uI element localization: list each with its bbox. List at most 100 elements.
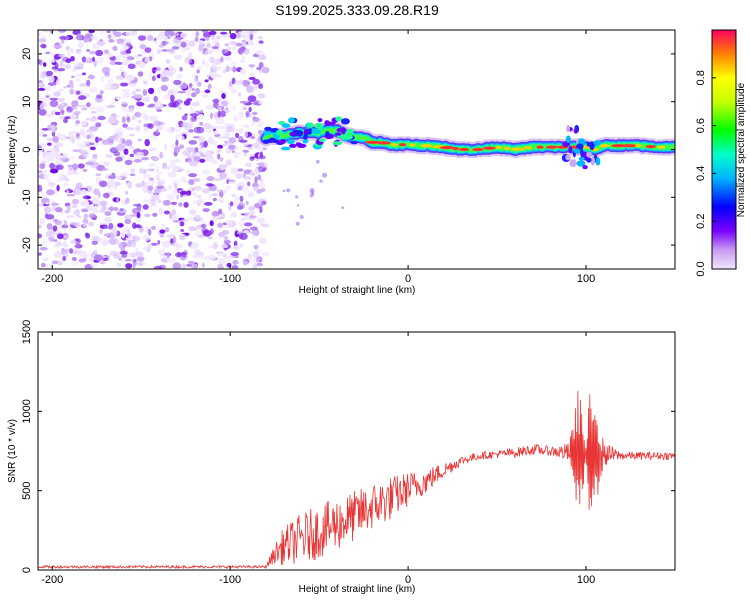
noise-blob [55,207,63,213]
noise-blob [164,30,170,37]
noise-blob [75,120,81,124]
noise-blob [46,152,55,157]
noise-blob [114,131,123,138]
noise-blob [90,263,99,268]
colorbar-label: Normalized spectral amplitude [736,82,747,217]
turbulence-blob [568,145,573,154]
noise-blob [229,40,237,45]
noise-blob [130,168,135,173]
noise-blob [178,202,183,207]
noise-blob [260,179,264,182]
noise-blob [204,89,211,94]
noise-blob [75,182,83,189]
noise-blob [160,257,170,263]
turbulence-blob [565,154,571,161]
noise-blob [81,56,87,63]
noise-blob [197,66,202,70]
noise-blob [229,201,234,207]
noise-blob [155,105,162,113]
noise-blob [184,126,191,131]
noise-blob [41,262,46,268]
noise-blob [157,87,161,94]
noise-blob [113,206,119,212]
ridge-peak [409,143,416,147]
ridge-peak [420,144,433,148]
y-tick-label: 1000 [21,399,33,423]
noise-blob [176,194,180,200]
noise-blob [104,211,112,217]
noise-blob [58,54,65,58]
noise-blob [124,258,132,262]
x-tick-label: 0 [405,574,411,586]
noise-blob [242,40,248,47]
noise-blob [144,57,150,63]
noise-blob [138,151,145,158]
noise-blob [70,155,75,160]
noise-blob [217,144,224,149]
noise-blob [52,85,56,89]
noise-blob [156,165,160,173]
noise-region [38,30,270,269]
noise-blob [73,66,83,70]
noise-blob [147,123,154,129]
ridge-blob [314,122,324,129]
noise-blob [180,219,189,222]
noise-blob [168,196,172,200]
noise-blob [125,263,133,269]
noise-blob [154,188,162,194]
noise-blob [125,197,130,204]
noise-blob [125,31,133,37]
noise-blob [181,46,188,53]
noise-blob [54,111,61,116]
noise-blob [64,116,71,120]
noise-blob [108,116,116,123]
noise-blob [137,138,143,142]
noise-blob [147,243,153,249]
noise-blob [190,263,198,269]
noise-blob [151,156,160,162]
noise-blob [66,190,70,194]
noise-blob [231,194,236,197]
ridge-peak [536,145,544,149]
noise-blob [90,35,99,40]
noise-blob [191,178,201,182]
y-tick-label: 500 [21,481,33,499]
noise-blob [92,56,96,62]
noise-blob [187,260,195,265]
noise-blob [162,162,168,169]
noise-blob [101,204,107,212]
noise-blob [66,53,72,56]
noise-blob [109,135,115,139]
noise-blob [190,242,199,249]
ridge-blob [302,138,309,144]
noise-blob [143,115,150,121]
noise-blob [255,172,259,176]
noise-blob [75,73,84,78]
noise-blob [130,83,136,88]
noise-blob [239,100,248,104]
noise-blob [207,83,212,90]
noise-blob [227,179,236,183]
noise-blob [223,122,232,126]
noise-blob [120,42,128,46]
noise-blob [212,193,218,197]
noise-blob [156,125,164,131]
noise-blob [230,252,240,257]
noise-blob [226,55,232,62]
noise-blob [202,208,210,213]
noise-blob [188,173,198,178]
noise-blob [202,188,210,194]
noise-blob [71,100,79,108]
noise-blob [181,180,188,183]
noise-blob [248,77,256,80]
turbulence-blob [569,159,577,168]
noise-blob [138,61,146,68]
noise-blob [189,113,199,117]
noise-blob [115,96,122,100]
colorbar-tick-label: 0.0 [695,261,707,276]
signal-ridge [258,116,675,226]
noise-blob [232,105,236,112]
noise-blob [202,229,212,237]
